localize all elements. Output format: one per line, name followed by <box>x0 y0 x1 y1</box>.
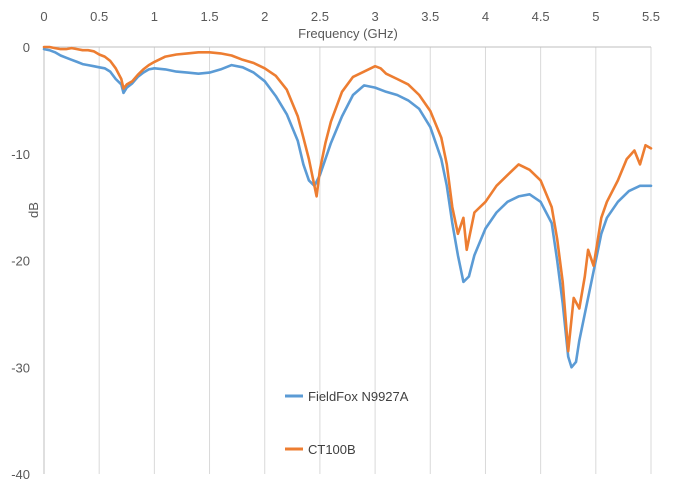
x-tick-labels: 0 0.5 1 1.5 2 2.5 3 3.5 4 4.5 5 5.5 <box>40 9 660 24</box>
y-tick-label: -20 <box>11 254 30 269</box>
legend-label-ct100b: CT100B <box>308 442 356 457</box>
x-tick-label: 5 <box>592 9 599 24</box>
x-tick-label: 4.5 <box>532 9 550 24</box>
x-tick-label: 0.5 <box>90 9 108 24</box>
x-tick-label: 1.5 <box>201 9 219 24</box>
x-tick-label: 4 <box>482 9 489 24</box>
vertical-gridlines <box>98 47 652 474</box>
y-tick-label: 0 <box>23 40 30 55</box>
y-tick-label: -40 <box>11 467 30 481</box>
legend: FieldFox N9927A CT100B <box>285 389 409 457</box>
y-axis-title: dB <box>26 202 41 218</box>
series-line-0 <box>42 47 653 369</box>
x-tick-label: 2 <box>261 9 268 24</box>
x-tick-label: 5.5 <box>642 9 660 24</box>
x-tick-label: 3.5 <box>421 9 439 24</box>
series-lines <box>42 45 653 369</box>
y-tick-label: -30 <box>11 360 30 375</box>
series-line-1 <box>42 45 653 353</box>
axes <box>43 46 651 474</box>
x-tick-label: 0 <box>40 9 47 24</box>
x-tick-label: 3 <box>371 9 378 24</box>
y-tick-label: -10 <box>11 147 30 162</box>
x-tick-label: 2.5 <box>311 9 329 24</box>
x-axis-title: Frequency (GHz) <box>298 26 398 41</box>
x-tick-label: 1 <box>151 9 158 24</box>
y-tick-labels: 0 -10 -20 -30 -40 <box>11 40 30 481</box>
legend-label-fieldfox: FieldFox N9927A <box>308 389 409 404</box>
